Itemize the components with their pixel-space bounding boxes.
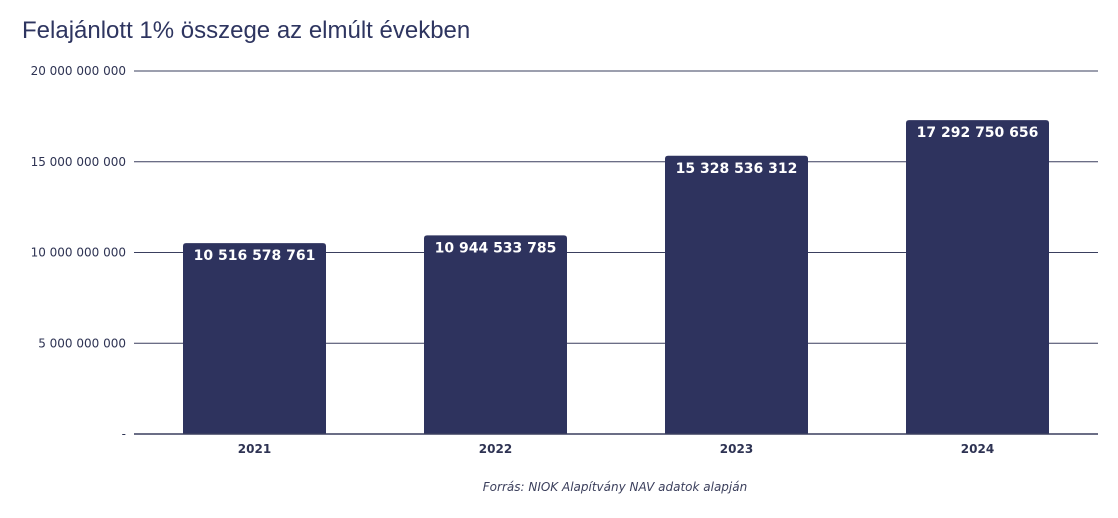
y-tick-label: - <box>122 427 126 441</box>
y-tick-label: 5 000 000 000 <box>38 336 126 350</box>
x-tick-label: 2022 <box>479 442 512 456</box>
chart-source-note: Forrás: NIOK Alapítvány NAV adatok alapj… <box>482 480 748 494</box>
bar <box>906 120 1049 435</box>
bar <box>183 243 326 434</box>
y-tick-label: 15 000 000 000 <box>31 155 126 169</box>
chart-title: Felajánlott 1% összege az elmúlt években <box>22 17 471 44</box>
bar <box>665 155 808 435</box>
data-label: 17 292 750 656 <box>917 125 1039 141</box>
x-tick-label: 2024 <box>961 442 994 456</box>
axes: - 5 000 000 000 10 000 000 000 15 000 000 0… <box>31 64 1098 456</box>
data-label: 10 944 533 785 <box>435 240 557 256</box>
y-tick-label: 20 000 000 000 <box>31 64 126 78</box>
data-label: 10 516 578 761 <box>194 248 316 264</box>
x-tick-label: 2021 <box>238 442 271 456</box>
bars <box>183 120 1049 435</box>
data-label: 15 328 536 312 <box>676 161 798 177</box>
bar <box>424 235 567 434</box>
data-labels: 10 516 578 761 10 944 533 785 15 328 536 3… <box>194 125 1039 264</box>
y-tick-label: 10 000 000 000 <box>31 246 126 260</box>
x-tick-label: 2023 <box>720 442 753 456</box>
